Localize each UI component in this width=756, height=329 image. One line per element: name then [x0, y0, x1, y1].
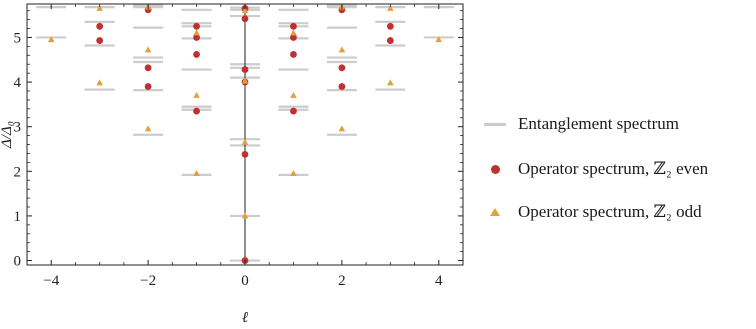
y-tick-label: 4 — [14, 75, 22, 91]
y-tick-label: 5 — [14, 30, 22, 46]
operator-even-point — [338, 64, 346, 72]
operator-odd-point — [290, 91, 297, 98]
operator-odd-point — [96, 4, 103, 11]
y-tick-label: 3 — [14, 120, 22, 136]
operator-odd-point — [290, 169, 297, 176]
operator-even-point — [96, 37, 104, 44]
operator-even-point — [241, 66, 249, 73]
legend-item-entanglement: Entanglement spectrum — [482, 112, 679, 136]
operator-odd-point — [96, 79, 103, 86]
operator-even-point — [193, 22, 200, 30]
x-tick-label: −4 — [43, 273, 59, 289]
x-tick-label: 2 — [338, 273, 346, 289]
y-axis-label: Δ/Δ₀ — [0, 121, 15, 149]
triangle-marker-icon — [482, 202, 508, 222]
operator-odd-point — [338, 46, 346, 53]
operator-odd-point — [241, 212, 249, 219]
x-tick-label: −2 — [140, 273, 156, 289]
legend-label: Operator spectrum, ℤ₂ odd — [518, 202, 702, 221]
operator-even-point — [96, 22, 104, 30]
axis-ticks: −4 −2 0 2 4 0 1 2 3 4 5 — [14, 4, 464, 289]
operator-odd-point — [387, 79, 394, 86]
operator-odd-point — [241, 77, 249, 84]
operator-odd-point — [193, 91, 200, 98]
operator-odd-point — [290, 29, 297, 36]
operator-odd-layer — [47, 3, 443, 219]
operator-even-point — [241, 15, 249, 23]
operator-even-point — [144, 64, 152, 72]
x-tick-label: 4 — [435, 273, 443, 289]
legend-item-operator-odd: Operator spectrum, ℤ₂ odd — [482, 200, 702, 224]
operator-odd-point — [435, 36, 443, 43]
operator-even-point — [193, 51, 200, 58]
dash-marker-icon — [482, 114, 508, 134]
x-axis-label: ℓ — [242, 310, 248, 326]
legend-label: Entanglement spectrum — [518, 114, 679, 133]
operator-odd-point — [144, 46, 152, 53]
operator-even-point — [144, 83, 152, 90]
operator-odd-point — [387, 4, 394, 11]
operator-odd-point — [241, 7, 249, 14]
y-tick-label: 0 — [14, 254, 22, 270]
operator-even-point — [193, 34, 200, 41]
x-tick-label: 0 — [241, 273, 249, 289]
y-tick-label: 1 — [14, 209, 22, 225]
operator-odd-point — [47, 36, 55, 43]
operator-odd-point — [338, 125, 346, 132]
operator-even-point — [290, 34, 297, 41]
legend-item-operator-even: Operator spectrum, ℤ₂ even — [482, 157, 708, 181]
operator-even-point — [386, 22, 394, 30]
operator-odd-point — [144, 125, 152, 132]
operator-even-point — [290, 51, 297, 58]
operator-odd-point — [241, 138, 249, 145]
operator-odd-point — [193, 29, 200, 36]
operator-even-point — [386, 37, 394, 44]
circle-marker-icon — [482, 159, 508, 179]
chart-plot: −4 −2 0 2 4 0 1 2 3 4 5 ℓ Δ/Δ₀ — [0, 3, 464, 326]
legend-label: Operator spectrum, ℤ₂ even — [518, 159, 709, 178]
y-tick-label: 2 — [14, 164, 22, 180]
operator-even-point — [193, 107, 200, 115]
operator-even-point — [290, 107, 297, 115]
operator-even-point — [241, 150, 249, 158]
operator-even-point — [338, 83, 346, 90]
operator-even-point — [290, 22, 297, 30]
operator-odd-point — [193, 169, 200, 176]
